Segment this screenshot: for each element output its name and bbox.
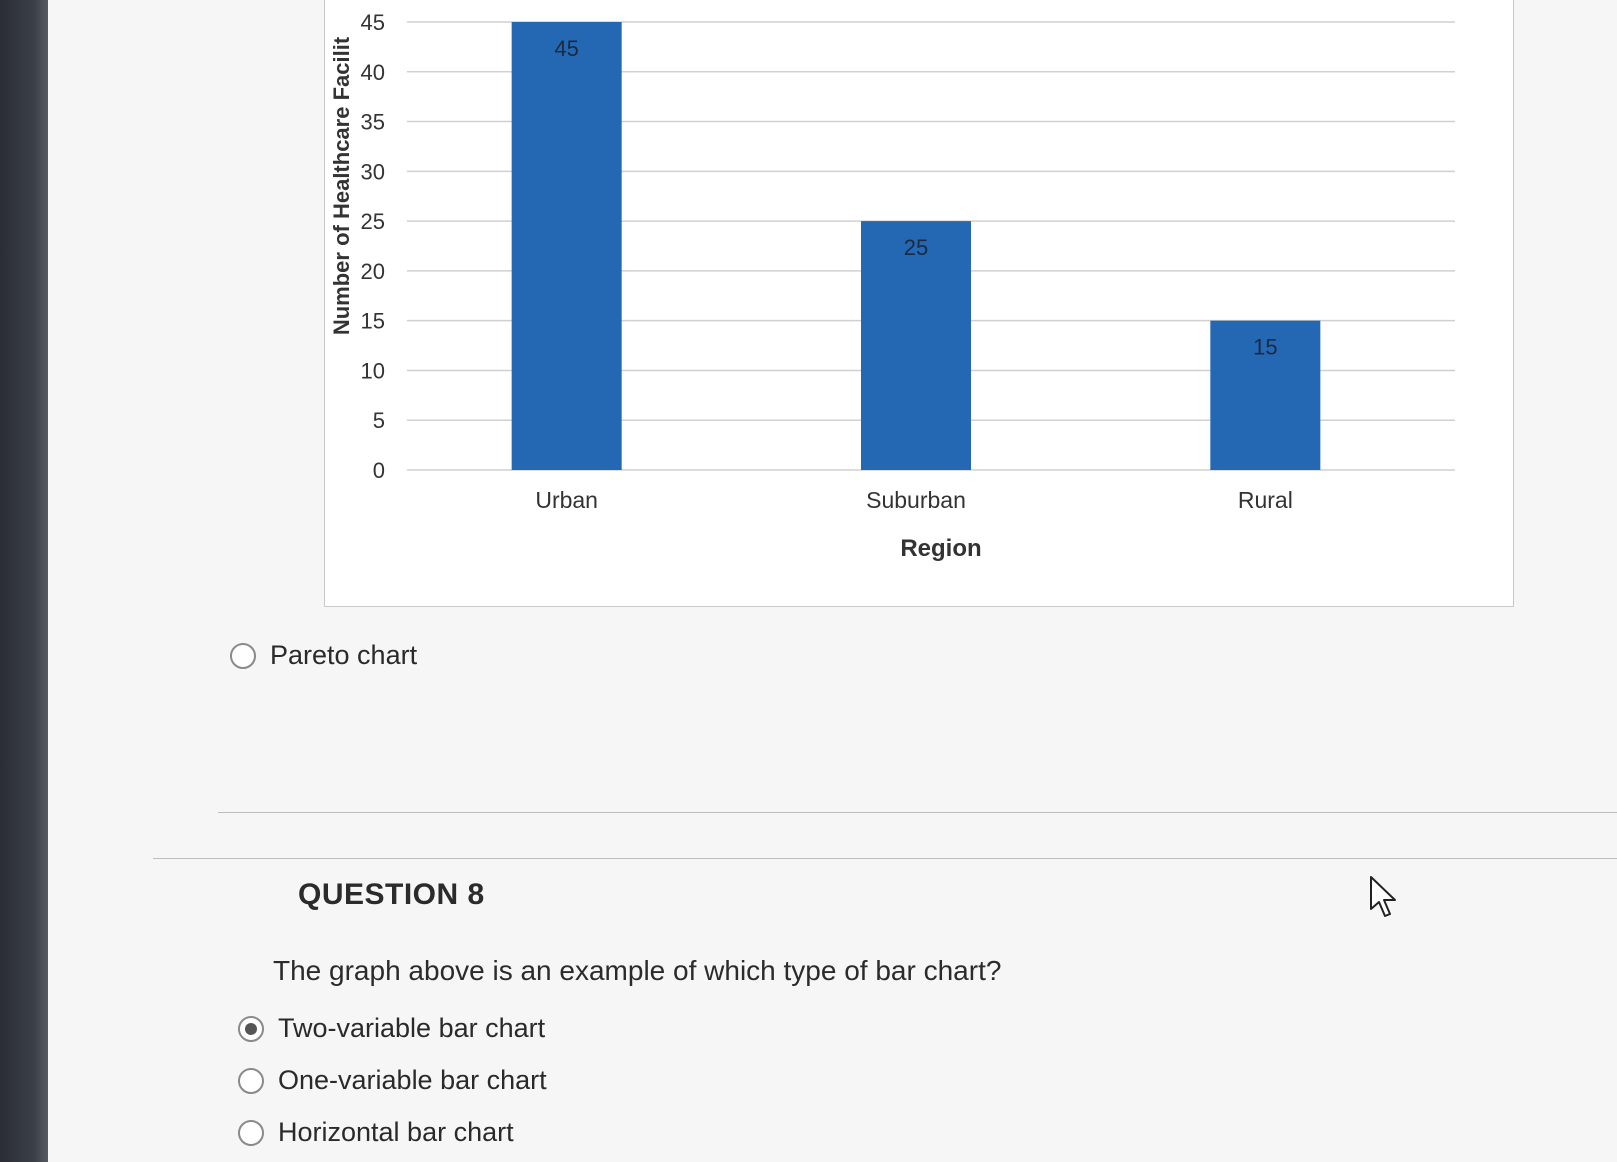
separator-line [218, 812, 1617, 813]
option-horizontal-bar-chart[interactable]: Horizontal bar chart [238, 1117, 514, 1148]
monitor-bezel [0, 0, 48, 1162]
y-tick-label: 10 [361, 358, 385, 383]
data-label: 45 [554, 36, 578, 61]
option-label: One-variable bar chart [278, 1065, 547, 1095]
question-title: QUESTION 8 [298, 878, 485, 911]
data-label: 15 [1253, 335, 1277, 360]
x-tick-label: Urban [535, 487, 598, 513]
bar-rural [1210, 320, 1321, 470]
chart-bars [511, 22, 1321, 470]
bar-chart-svg: 0 5 10 15 20 25 30 35 40 45 45 Urban 25 Suburban 15 Rur… [329, 10, 1455, 562]
y-tick-label: 40 [361, 60, 385, 85]
chart-labels: 0 5 10 15 20 25 30 35 40 45 45 Urban 25 Suburban 15 Rur… [329, 10, 1293, 562]
mouse-cursor-icon [1370, 876, 1396, 917]
y-tick-label: 5 [373, 408, 385, 433]
option-one-variable-bar-chart[interactable]: One-variable bar chart [238, 1065, 547, 1096]
y-tick-label: 0 [373, 458, 385, 483]
radio-button[interactable] [238, 1119, 264, 1146]
y-tick-label: 30 [361, 159, 385, 184]
y-tick-label: 15 [361, 309, 385, 334]
radio-button[interactable] [238, 1067, 264, 1094]
y-tick-label: 35 [361, 110, 385, 135]
bar-suburban [861, 221, 971, 470]
y-tick-label: 25 [361, 209, 385, 234]
data-label: 25 [904, 235, 928, 260]
radio-button[interactable] [230, 642, 256, 669]
y-axis-title: Number of Healthcare Facilit [329, 36, 354, 335]
question-text: The graph above is an example of which t… [273, 955, 1002, 986]
x-axis-title: Region [900, 535, 981, 562]
y-tick-label: 45 [361, 10, 385, 35]
radio-button[interactable] [238, 1015, 264, 1042]
option-label: Pareto chart [270, 640, 418, 670]
bar-urban [511, 22, 622, 470]
y-tick-label: 20 [361, 259, 385, 284]
quiz-page: 0 5 10 15 20 25 30 35 40 45 45 Urban 25 Suburban 15 Rur… [48, 0, 1617, 1162]
option-pareto-chart[interactable]: Pareto chart [230, 640, 417, 671]
x-tick-label: Suburban [866, 487, 966, 513]
bar-chart: 0 5 10 15 20 25 30 35 40 45 45 Urban 25 Suburban 15 Rur… [324, 0, 1514, 607]
option-label: Two-variable bar chart [278, 1013, 546, 1043]
option-two-variable-bar-chart[interactable]: Two-variable bar chart [238, 1013, 545, 1044]
x-tick-label: Rural [1238, 487, 1293, 513]
option-label: Horizontal bar chart [278, 1117, 514, 1147]
separator-line [153, 858, 1617, 859]
